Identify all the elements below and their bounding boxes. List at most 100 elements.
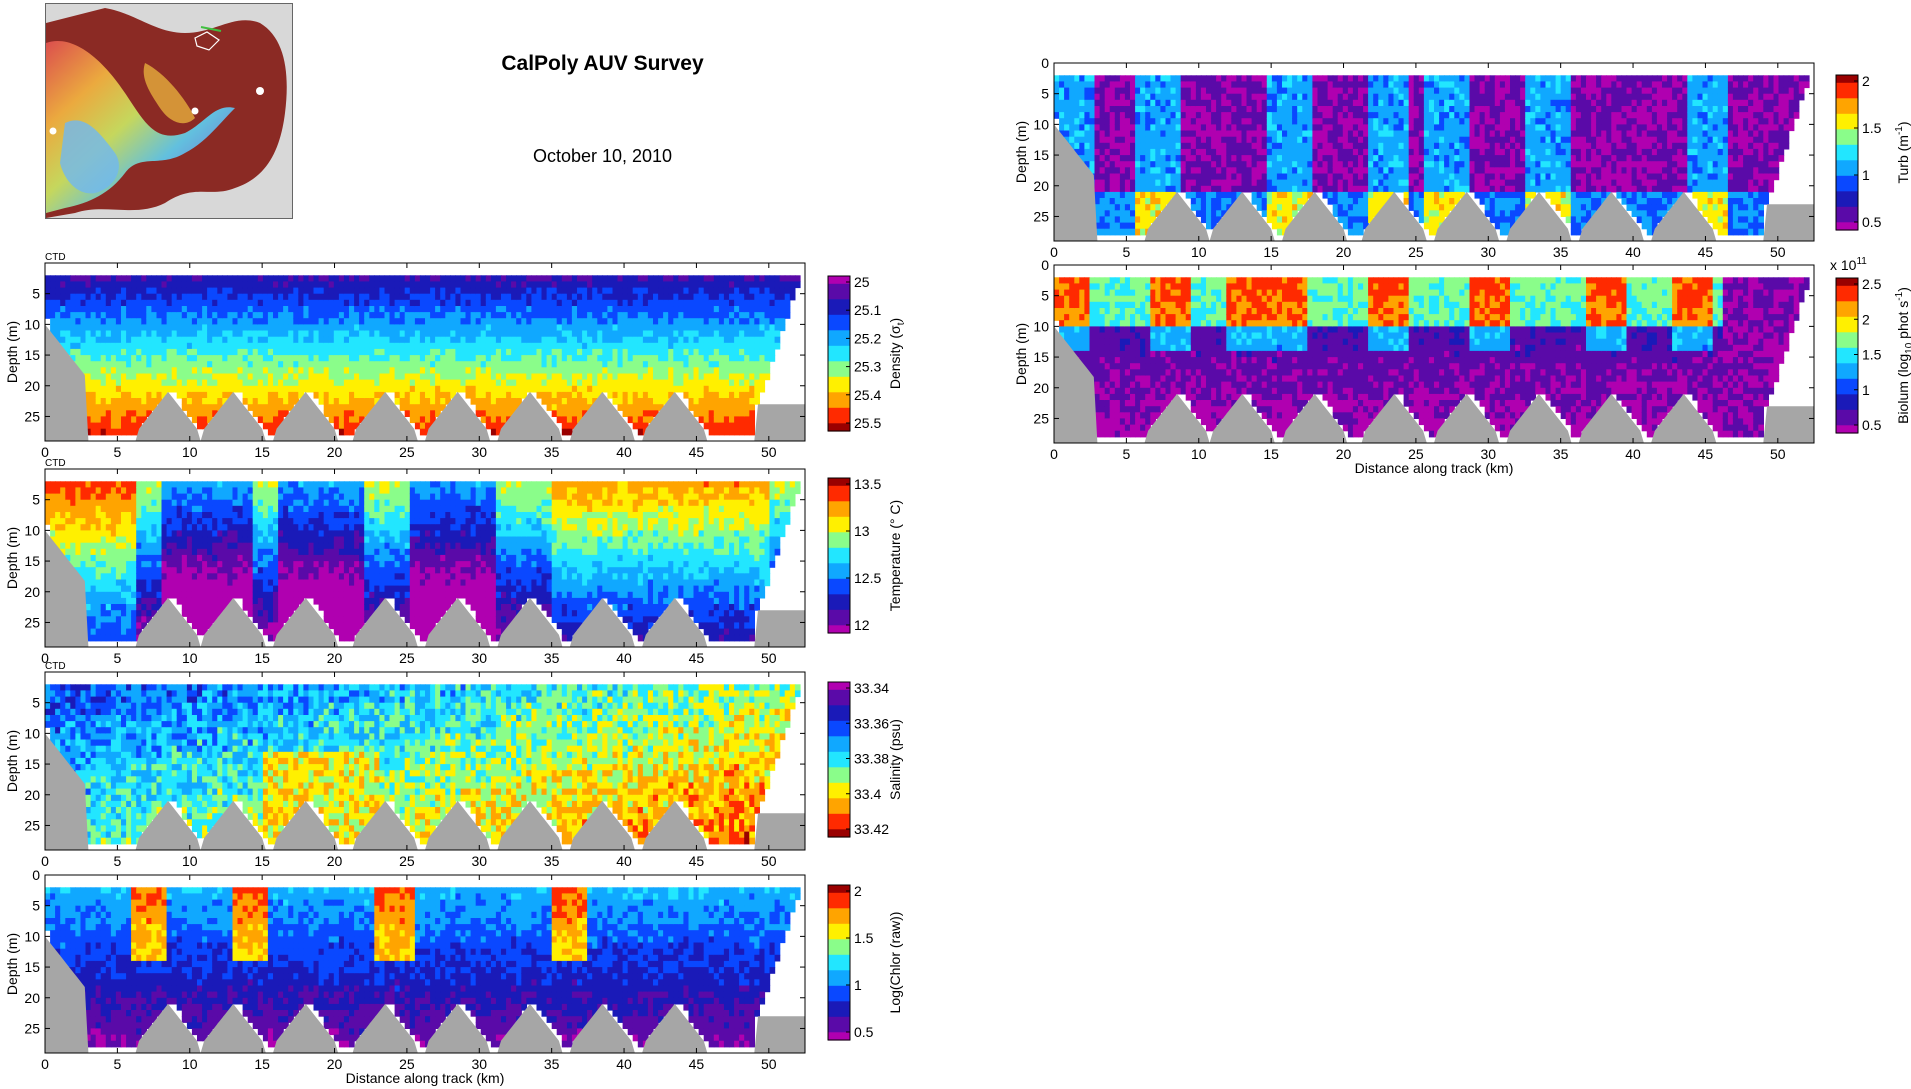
heatmap-cell xyxy=(637,373,644,381)
heatmap-cell xyxy=(146,318,152,325)
heatmap-cell xyxy=(642,318,649,325)
heatmap-cell xyxy=(419,281,426,289)
heatmap-cell xyxy=(566,348,573,356)
heatmap-cell xyxy=(50,312,56,319)
heatmap-cell xyxy=(582,355,588,362)
heatmap-cell xyxy=(257,487,264,495)
heatmap-cell xyxy=(729,391,735,399)
heatmap-cell xyxy=(65,481,71,488)
heatmap-cell xyxy=(237,493,244,501)
heatmap-cell xyxy=(217,275,223,282)
heatmap-cell xyxy=(121,487,127,495)
heatmap-cell xyxy=(227,542,234,550)
heatmap-cell xyxy=(257,524,264,531)
heatmap-cell xyxy=(217,561,223,568)
heatmap-cell xyxy=(293,493,299,501)
heatmap-cell xyxy=(445,379,451,387)
heatmap-cell xyxy=(323,579,330,587)
heatmap-cell xyxy=(318,299,325,307)
heatmap-cell xyxy=(668,330,674,338)
colorbar-label: Density (σt) xyxy=(887,318,907,389)
heatmap-cell xyxy=(212,404,218,411)
heatmap-cell xyxy=(222,275,228,282)
colorbar-swatch xyxy=(828,307,850,312)
heatmap-cell xyxy=(551,404,558,411)
heatmap-cell xyxy=(698,410,705,417)
heatmap-cell xyxy=(176,355,183,362)
heatmap-cell xyxy=(105,628,112,636)
heatmap-cell xyxy=(267,422,274,430)
heatmap-cell xyxy=(267,385,274,393)
heatmap-cell xyxy=(181,512,188,519)
heatmap-cell xyxy=(90,554,97,562)
heatmap-cell xyxy=(622,299,629,307)
heatmap-cell xyxy=(105,524,112,531)
heatmap-cell xyxy=(50,318,56,325)
heatmap-cell xyxy=(338,428,345,436)
heatmap-cell xyxy=(252,373,259,381)
heatmap-cell xyxy=(90,487,97,495)
heatmap-cell xyxy=(389,281,396,289)
heatmap-cell xyxy=(338,499,345,507)
heatmap-cell xyxy=(197,610,203,617)
heatmap-cell xyxy=(181,591,188,599)
heatmap-cell xyxy=(262,548,269,556)
heatmap-cell xyxy=(571,330,578,338)
heatmap-cell xyxy=(440,318,446,325)
heatmap-cell xyxy=(389,275,396,282)
heatmap-cell xyxy=(126,428,132,436)
heatmap-cell xyxy=(333,567,340,574)
heatmap-cell xyxy=(354,610,360,617)
heatmap-cell xyxy=(359,542,365,550)
heatmap-cell xyxy=(75,324,82,332)
heatmap-cell xyxy=(404,554,411,562)
heatmap-cell xyxy=(480,367,487,374)
y-axis-label: Depth (m) xyxy=(4,321,20,383)
heatmap-cell xyxy=(369,398,375,405)
heatmap-cell xyxy=(647,299,654,307)
heatmap-cell xyxy=(222,487,228,495)
heatmap-cell xyxy=(784,299,791,307)
heatmap-cell xyxy=(506,391,512,399)
heatmap-cell xyxy=(394,591,401,599)
heatmap-cell xyxy=(318,536,325,544)
heatmap-cell xyxy=(207,379,213,387)
heatmap-cell xyxy=(197,530,203,538)
heatmap-cell xyxy=(769,330,776,338)
heatmap-cell xyxy=(197,404,203,411)
heatmap-cell xyxy=(435,299,441,307)
heatmap-cell xyxy=(718,293,725,301)
heatmap-cell xyxy=(227,355,234,362)
heatmap-cell xyxy=(399,391,406,399)
heatmap-cell xyxy=(242,336,249,344)
heatmap-cell xyxy=(303,518,310,525)
heatmap-cell xyxy=(313,299,320,307)
heatmap-cell xyxy=(146,536,152,544)
heatmap-cell xyxy=(313,499,320,507)
heatmap-cell xyxy=(749,361,755,368)
heatmap-cell xyxy=(338,634,345,642)
heatmap-cell xyxy=(186,554,193,562)
heatmap-cell xyxy=(556,330,563,338)
heatmap-cell xyxy=(207,487,213,495)
heatmap-cell xyxy=(430,318,436,325)
heatmap-cell xyxy=(75,361,82,368)
heatmap-cell xyxy=(678,318,684,325)
heatmap-cell xyxy=(176,342,183,350)
heatmap-cell xyxy=(653,367,659,374)
heatmap-cell xyxy=(121,604,127,611)
heatmap-cell xyxy=(343,567,350,574)
heatmap-cell xyxy=(222,385,228,393)
heatmap-cell xyxy=(303,561,310,568)
heatmap-cell xyxy=(460,281,467,289)
heatmap-cell xyxy=(186,348,193,356)
heatmap-cell xyxy=(252,567,259,574)
heatmap-cell xyxy=(212,391,218,399)
heatmap-cell xyxy=(293,567,299,574)
heatmap-cell xyxy=(663,391,669,399)
heatmap-cell xyxy=(359,391,365,399)
heatmap-cell xyxy=(404,499,411,507)
heatmap-cell xyxy=(460,373,467,381)
colorbar-swatch xyxy=(828,423,850,428)
heatmap-cell xyxy=(141,548,147,556)
